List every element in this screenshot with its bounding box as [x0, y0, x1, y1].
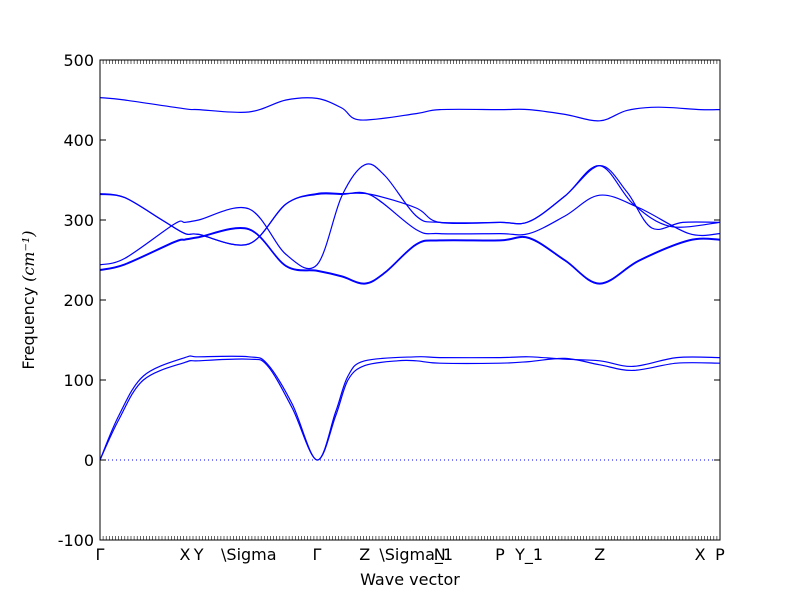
phonon-branch-4 — [99, 163, 721, 270]
y-tick-label: 300 — [63, 211, 94, 230]
y-axis-ticks: -100 0 100 200 300 400 500 — [58, 51, 720, 550]
x-tick-label: N — [434, 545, 446, 564]
x-tick-label: Y_1 — [514, 545, 543, 565]
phonon-branch-5 — [99, 227, 721, 284]
y-tick-label: -100 — [58, 531, 94, 550]
phonon-branch-8 — [99, 357, 721, 461]
x-tick-label: X — [179, 545, 190, 564]
phonon-branch-7 — [99, 355, 721, 461]
x-tick-label: Z — [359, 545, 370, 564]
y-axis-unit: (cm⁻¹) — [19, 230, 38, 281]
y-axis-label-text: Frequency — [19, 287, 38, 370]
y-tick-label: 0 — [84, 451, 94, 470]
x-tick-label: \Sigma — [221, 545, 277, 564]
y-tick-label: 400 — [63, 131, 94, 150]
phonon-branch-3 — [99, 191, 721, 246]
y-tick-label: 500 — [63, 51, 94, 70]
x-tick-label: X — [695, 545, 706, 564]
plot-area — [99, 97, 721, 461]
x-tick-label: P — [495, 545, 505, 564]
phonon-branch-1 — [99, 97, 721, 122]
x-tick-label: Z — [594, 545, 605, 564]
x-tick-label: \Sigma_1 — [379, 545, 453, 565]
plot-frame — [99, 59, 721, 541]
y-axis-label: Frequency (cm⁻¹) — [19, 230, 38, 369]
x-axis-label: Wave vector — [360, 570, 460, 589]
x-tick-label: Y — [193, 545, 204, 564]
phonon-branch-6 — [99, 227, 721, 285]
y-tick-label: 100 — [63, 371, 94, 390]
x-tick-label: P — [715, 545, 725, 564]
x-axis-ticks: Γ X Y \Sigma Γ Z \Sigma_1N P Y_1 Z X P — [96, 60, 725, 565]
y-tick-label: 200 — [63, 291, 94, 310]
x-tick-label: Γ — [313, 545, 322, 564]
x-tick-label: Γ — [96, 545, 105, 564]
